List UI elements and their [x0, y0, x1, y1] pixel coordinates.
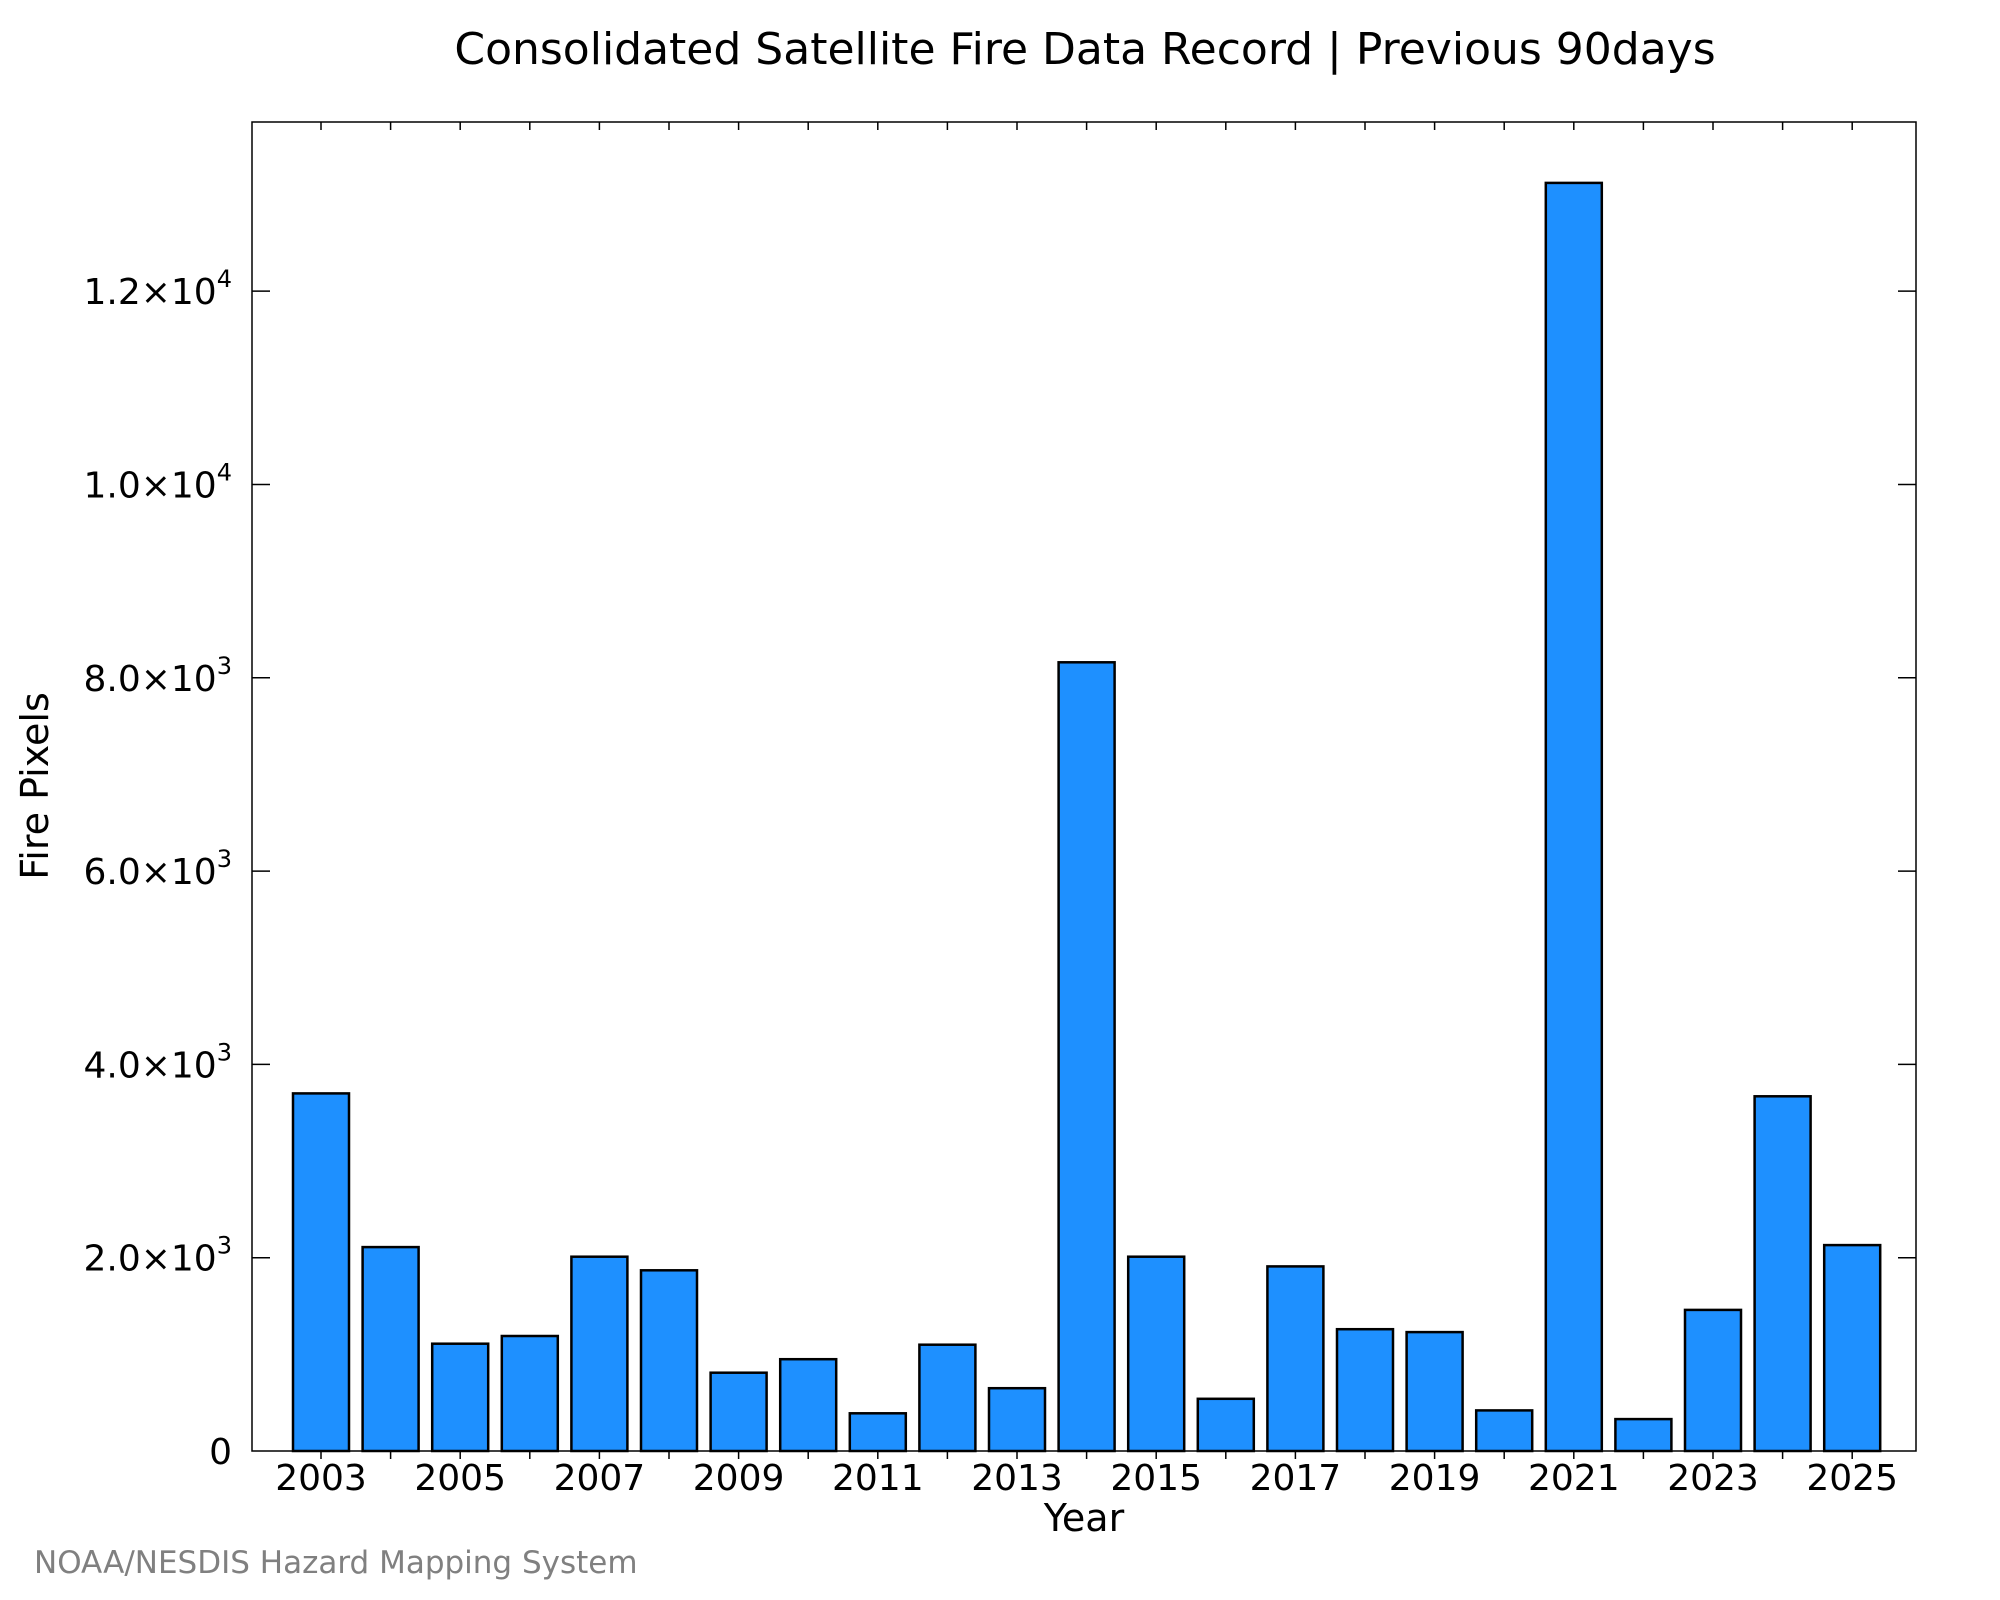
bar-2005: [430, 1342, 490, 1453]
x-axis-label: Year: [1043, 1496, 1125, 1540]
bar-2008: [639, 1269, 699, 1453]
bar-2017: [1266, 1265, 1325, 1453]
x-tick-label-2003: 2003: [275, 1458, 367, 1499]
bar-2010: [778, 1357, 838, 1453]
bar-2006: [500, 1334, 560, 1453]
x-tick-label-2017: 2017: [1250, 1458, 1342, 1499]
bar-2023: [1683, 1308, 1743, 1453]
y-axis-label: Fire Pixels: [13, 692, 57, 880]
x-tick-label-2019: 2019: [1389, 1458, 1481, 1499]
x-tick-label-2011: 2011: [832, 1458, 924, 1499]
y-tick-label-8000: 8.0×103: [83, 652, 232, 700]
bar-2020: [1474, 1409, 1534, 1453]
bar-2016: [1196, 1397, 1256, 1453]
ticks-group: [252, 122, 1916, 1459]
bar-2019: [1405, 1330, 1464, 1453]
y-tick-label-0: 0: [209, 1432, 232, 1473]
x-tick-label-2013: 2013: [971, 1458, 1063, 1499]
plot-frame: [251, 121, 1917, 1452]
bar-2007: [570, 1255, 629, 1453]
y-tick-label-10000: 1.0×104: [83, 458, 232, 506]
chart-title: Consolidated Satellite Fire Data Record …: [454, 24, 1715, 75]
y-tick-label-2000: 2.0×103: [83, 1232, 232, 1280]
y-tick-label-6000: 6.0×103: [83, 845, 232, 893]
bar-2024: [1753, 1095, 1812, 1453]
y-tick-labels: 0 2.0×103 4.0×103 6.0×103 8.0×103 1.0×104 1.2×…: [83, 265, 232, 1473]
bar-2015: [1126, 1255, 1186, 1453]
x-tick-label-2009: 2009: [693, 1458, 785, 1499]
y-tick-label-4000: 4.0×103: [83, 1038, 232, 1086]
bar-2004: [361, 1245, 420, 1453]
bar-2011: [848, 1412, 908, 1453]
bar-2014: [1057, 661, 1116, 1453]
x-tick-label-2025: 2025: [1806, 1458, 1898, 1499]
x-tick-label-2015: 2015: [1110, 1458, 1202, 1499]
y-tick-label-12000: 1.2×104: [83, 265, 232, 313]
bar-2022: [1614, 1417, 1673, 1453]
bar-2025: [1822, 1243, 1882, 1453]
bar-2003: [291, 1092, 351, 1453]
bar-2018: [1335, 1327, 1395, 1453]
bar-2013: [987, 1386, 1047, 1453]
x-tick-label-2023: 2023: [1667, 1458, 1759, 1499]
bar-2012: [918, 1343, 977, 1453]
x-tick-labels: 2003 2005 2007 2009 2011 2013 2015 2017 2019 2021…: [275, 1458, 1898, 1499]
x-tick-label-2005: 2005: [414, 1458, 506, 1499]
bars-group: [291, 181, 1882, 1453]
credit-text: NOAA/NESDIS Hazard Mapping System: [34, 1545, 638, 1581]
bar-2021: [1544, 181, 1604, 1453]
bar-2009: [709, 1371, 768, 1453]
x-tick-label-2021: 2021: [1528, 1458, 1620, 1499]
x-tick-label-2007: 2007: [554, 1458, 646, 1499]
